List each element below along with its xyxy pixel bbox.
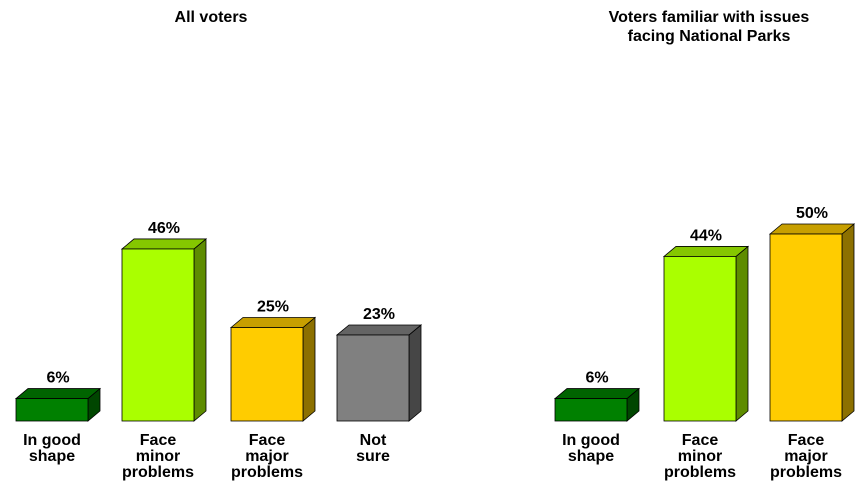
- chart-title: All voters: [175, 9, 248, 26]
- chart-panel-familiar-voters: Voters familiar with issues facing Nation…: [553, 9, 856, 481]
- category-label: Not sure: [356, 432, 390, 465]
- data-label: 6%: [46, 370, 69, 387]
- bar-in-good-shape: [14, 387, 102, 422]
- category-label: In good shape: [23, 432, 81, 465]
- category-label: In good shape: [562, 432, 620, 465]
- category-label: Face major problems: [770, 432, 842, 481]
- data-label: 44%: [690, 227, 722, 244]
- bar-face-major-problems: [229, 316, 317, 422]
- bar-face-minor-problems: [120, 238, 208, 422]
- category-label: Face minor problems: [122, 432, 194, 481]
- bar-face-major-problems: [768, 223, 856, 422]
- category-label: Face major problems: [231, 432, 303, 481]
- data-label: 50%: [796, 205, 828, 222]
- data-label: 23%: [363, 306, 395, 323]
- bar-face-minor-problems: [662, 245, 750, 422]
- category-label: Face minor problems: [664, 432, 736, 481]
- bar-in-good-shape: [553, 387, 641, 422]
- bar-not-sure: [335, 324, 423, 422]
- chart-title: Voters familiar with issues facing Nation…: [609, 9, 810, 45]
- data-label: 25%: [257, 299, 289, 316]
- data-label: 46%: [148, 220, 180, 237]
- chart-panel-all-voters: All voters 6% In good shape 46% Face minor prob…: [14, 9, 423, 481]
- data-label: 6%: [585, 370, 608, 387]
